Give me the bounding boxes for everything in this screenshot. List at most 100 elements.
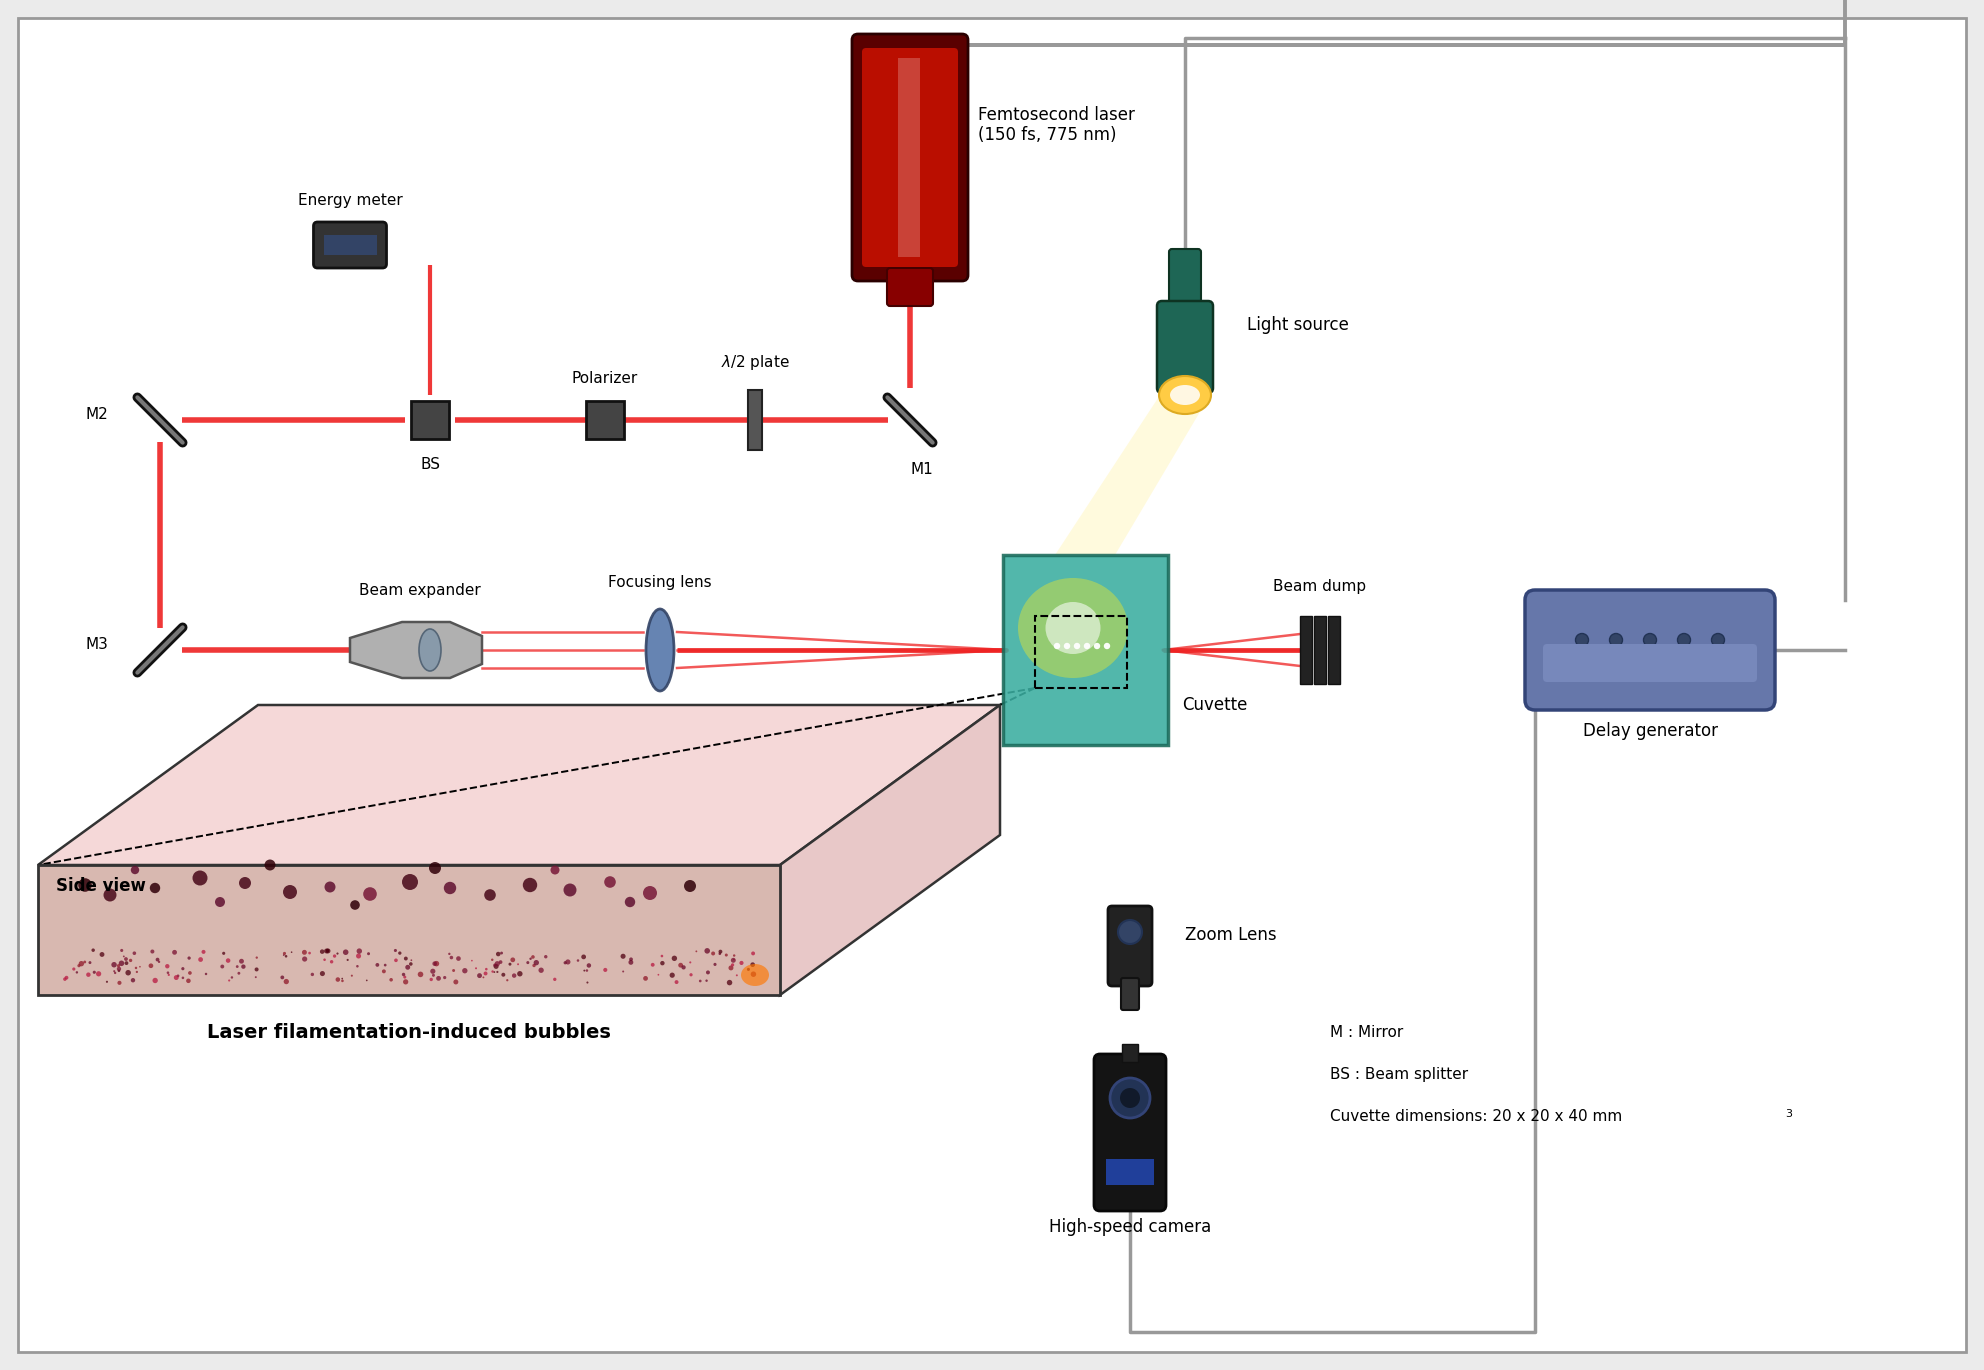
Circle shape	[395, 949, 397, 952]
Circle shape	[403, 973, 405, 977]
Circle shape	[222, 952, 226, 955]
Text: Cuvette dimensions: 20 x 20 x 40 mm: Cuvette dimensions: 20 x 20 x 40 mm	[1329, 1108, 1623, 1123]
Circle shape	[65, 975, 67, 980]
Circle shape	[125, 962, 129, 964]
Circle shape	[494, 964, 498, 969]
Circle shape	[730, 958, 736, 963]
Circle shape	[192, 870, 208, 885]
Text: Focusing lens: Focusing lens	[609, 575, 712, 590]
Circle shape	[1054, 643, 1059, 649]
Polygon shape	[780, 706, 1000, 995]
Text: Zoom Lens: Zoom Lens	[1184, 926, 1276, 944]
Ellipse shape	[419, 629, 440, 671]
Circle shape	[389, 978, 393, 981]
Circle shape	[405, 964, 411, 970]
Circle shape	[125, 970, 131, 975]
Circle shape	[740, 960, 744, 964]
Circle shape	[518, 971, 522, 977]
Circle shape	[103, 889, 117, 901]
Bar	[1313, 616, 1325, 684]
Circle shape	[186, 956, 190, 960]
Circle shape	[1063, 643, 1069, 649]
Circle shape	[1609, 633, 1623, 647]
Circle shape	[355, 954, 361, 959]
Circle shape	[254, 967, 258, 971]
FancyBboxPatch shape	[1093, 1054, 1167, 1211]
Circle shape	[165, 964, 169, 969]
Circle shape	[131, 866, 139, 874]
Text: Light source: Light source	[1248, 316, 1349, 334]
Circle shape	[409, 962, 413, 966]
Circle shape	[500, 952, 504, 955]
Circle shape	[347, 959, 349, 960]
Circle shape	[621, 954, 625, 959]
FancyBboxPatch shape	[1157, 301, 1212, 393]
Circle shape	[1073, 643, 1079, 649]
Circle shape	[204, 973, 206, 975]
Ellipse shape	[1159, 375, 1210, 414]
Circle shape	[302, 956, 308, 962]
Circle shape	[177, 974, 179, 977]
Polygon shape	[38, 864, 780, 995]
Circle shape	[563, 962, 567, 964]
Text: BS: BS	[421, 458, 440, 473]
Circle shape	[484, 889, 496, 901]
Text: Cuvette: Cuvette	[1182, 696, 1248, 714]
Circle shape	[434, 960, 438, 966]
Polygon shape	[38, 706, 1000, 864]
Circle shape	[238, 971, 240, 974]
Circle shape	[429, 978, 433, 981]
Circle shape	[89, 962, 91, 964]
Circle shape	[431, 969, 434, 974]
Circle shape	[95, 971, 101, 977]
Text: M3: M3	[85, 637, 107, 652]
Bar	[585, 401, 625, 438]
Circle shape	[494, 962, 500, 966]
Circle shape	[151, 949, 155, 954]
Circle shape	[280, 975, 284, 980]
Circle shape	[534, 960, 540, 966]
Circle shape	[399, 951, 401, 955]
Circle shape	[718, 952, 720, 955]
Circle shape	[302, 949, 308, 955]
Circle shape	[530, 958, 532, 960]
Circle shape	[726, 980, 732, 985]
Circle shape	[149, 963, 153, 969]
Polygon shape	[1055, 395, 1210, 555]
Circle shape	[256, 956, 258, 959]
Circle shape	[129, 959, 133, 962]
Circle shape	[79, 960, 83, 966]
Circle shape	[151, 882, 161, 893]
Circle shape	[119, 960, 125, 966]
Circle shape	[236, 966, 238, 969]
Text: Side view: Side view	[56, 877, 147, 895]
Circle shape	[175, 975, 179, 980]
Circle shape	[155, 958, 159, 962]
Circle shape	[357, 948, 361, 954]
Circle shape	[448, 952, 450, 955]
Circle shape	[188, 971, 192, 975]
Ellipse shape	[1171, 385, 1200, 406]
Circle shape	[532, 955, 536, 959]
Circle shape	[1093, 643, 1101, 649]
Circle shape	[532, 963, 536, 967]
Circle shape	[429, 862, 440, 874]
FancyBboxPatch shape	[1544, 644, 1758, 682]
Text: Delay generator: Delay generator	[1583, 722, 1718, 740]
Circle shape	[732, 955, 736, 956]
Text: Beam expander: Beam expander	[359, 584, 480, 597]
Circle shape	[452, 969, 454, 971]
Circle shape	[698, 980, 702, 982]
Circle shape	[228, 980, 230, 981]
Circle shape	[202, 949, 206, 954]
Circle shape	[286, 955, 288, 958]
Bar	[1300, 616, 1311, 684]
Circle shape	[99, 952, 105, 956]
Circle shape	[395, 959, 397, 962]
FancyBboxPatch shape	[313, 222, 387, 269]
Circle shape	[325, 948, 331, 954]
FancyBboxPatch shape	[1121, 978, 1139, 1010]
Circle shape	[319, 971, 325, 975]
Circle shape	[554, 978, 556, 981]
Circle shape	[684, 880, 696, 892]
